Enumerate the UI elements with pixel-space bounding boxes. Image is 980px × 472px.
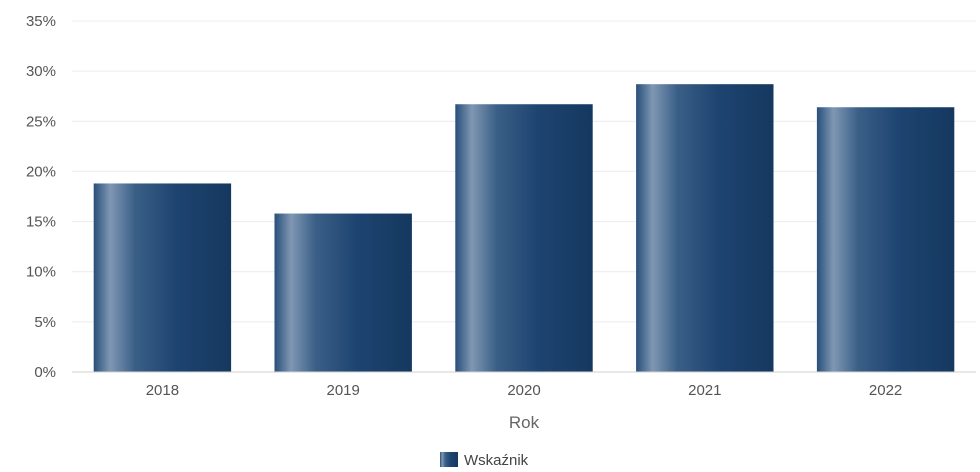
y-tick-label: 35% xyxy=(26,13,56,30)
y-axis-ticks: 0% 5% 10% 15% 20% 25% 30% 35% xyxy=(26,13,56,381)
legend-label: Wskaźnik xyxy=(464,452,529,469)
y-tick-label: 20% xyxy=(26,163,56,180)
y-tick-label: 15% xyxy=(26,214,56,231)
bars xyxy=(93,84,955,373)
x-axis-ticks: 2018 2019 2020 2021 2022 xyxy=(146,382,903,399)
bar-2018 xyxy=(93,183,232,372)
x-tick-label: 2022 xyxy=(869,382,902,399)
x-tick-label: 2019 xyxy=(327,382,360,399)
y-tick-label: 0% xyxy=(34,364,56,381)
legend-swatch xyxy=(440,452,458,467)
y-tick-label: 30% xyxy=(26,63,56,80)
y-tick-label: 10% xyxy=(26,264,56,281)
y-tick-label: 5% xyxy=(34,314,56,331)
x-tick-label: 2020 xyxy=(507,382,540,399)
bar-2020 xyxy=(455,104,593,372)
x-tick-label: 2021 xyxy=(688,382,721,399)
bar-2022 xyxy=(816,107,955,372)
bar-2021 xyxy=(636,84,774,373)
bar-2019 xyxy=(274,213,412,372)
x-tick-label: 2018 xyxy=(146,382,179,399)
x-axis-title: Rok xyxy=(509,413,540,432)
y-tick-label: 25% xyxy=(26,113,56,130)
legend: Wskaźnik xyxy=(440,452,529,469)
